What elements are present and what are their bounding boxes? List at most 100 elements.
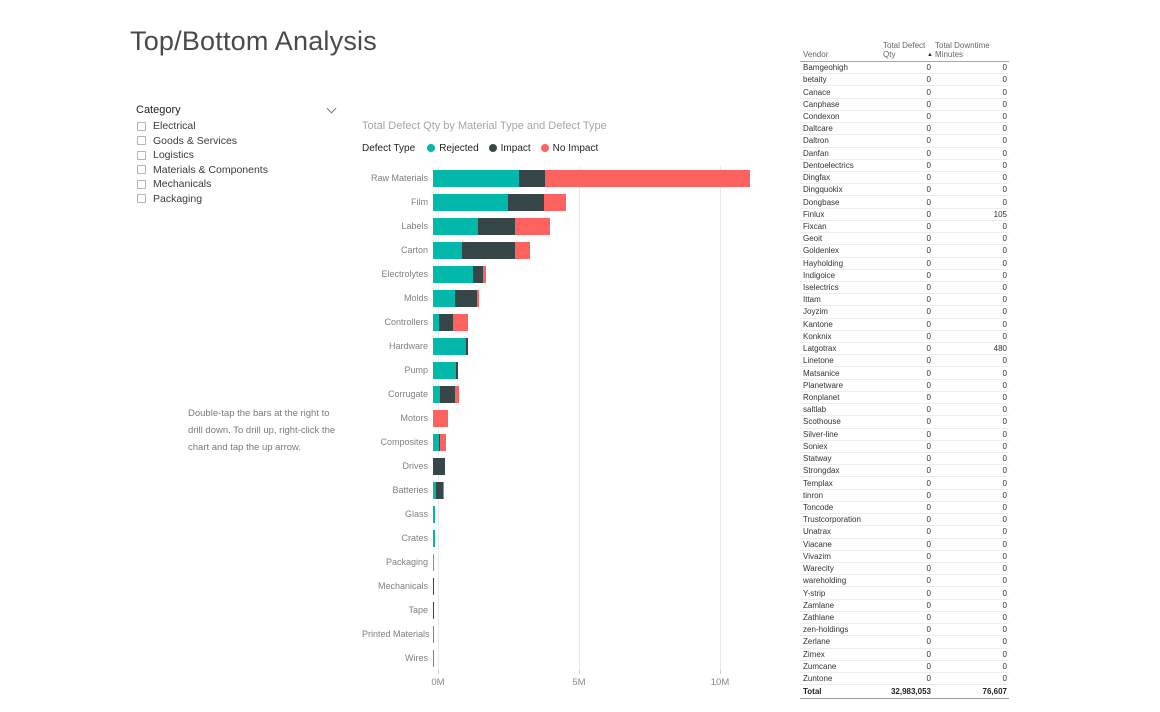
table-row[interactable]: saltlab 0 0: [800, 404, 1009, 417]
table-row[interactable]: Trustcorporation 0 0: [800, 514, 1009, 527]
bar-segment-no-impact[interactable]: [514, 217, 550, 235]
table-row[interactable]: Zamlane 0 0: [800, 600, 1009, 612]
table-row[interactable]: Soniex 0 0: [800, 441, 1009, 453]
table-row[interactable]: Canphase 0 0: [800, 99, 1009, 111]
bar-segment-no-impact[interactable]: [544, 169, 751, 187]
bar-segment-rejected[interactable]: [433, 529, 435, 547]
bar-segment-no-impact[interactable]: [482, 265, 486, 283]
column-header-total-defect-qty[interactable]: Total Defect Qty ▲: [883, 41, 933, 59]
slicer-item-packaging[interactable]: Packaging: [130, 192, 345, 207]
bar-segment-impact[interactable]: [465, 337, 468, 355]
table-row[interactable]: Iselectrics 0 0: [800, 282, 1009, 295]
table-row[interactable]: Latgotrax 0 480: [800, 343, 1009, 356]
table-row[interactable]: Daltcare 0 0: [800, 123, 1009, 136]
table-row[interactable]: Dingfax 0 0: [800, 172, 1009, 185]
table-row[interactable]: Dongbase 0 0: [800, 196, 1009, 209]
table-row[interactable]: Toncode 0 0: [800, 502, 1009, 515]
table-row[interactable]: Joyzim 0 0: [800, 306, 1009, 319]
table-row[interactable]: Zuntone 0 0: [800, 673, 1009, 686]
bar-segment-rejected[interactable]: [433, 217, 478, 235]
table-row[interactable]: Vivazim 0 0: [800, 551, 1009, 563]
bar-segment-no-impact[interactable]: [433, 409, 448, 427]
bar-segment-impact[interactable]: [472, 265, 483, 283]
table-row[interactable]: Zerlane 0 0: [800, 636, 1009, 649]
table-row[interactable]: Warecity 0 0: [800, 563, 1009, 576]
table-row[interactable]: Konknix 0 0: [800, 331, 1009, 344]
bar-segment-rejected[interactable]: [433, 481, 437, 499]
table-row[interactable]: Ronplanet 0 0: [800, 392, 1009, 405]
checkbox[interactable]: [137, 121, 146, 131]
slicer-item-goods-services[interactable]: Goods & Services: [130, 134, 345, 149]
bar-segment-no-impact[interactable]: [454, 385, 459, 403]
table-row[interactable]: betaity 0 0: [800, 74, 1009, 87]
table-row[interactable]: Finlux 0 105: [800, 209, 1009, 221]
table-row[interactable]: Bamgeohigh 0 0: [800, 62, 1009, 75]
bar-segment-rejected[interactable]: [433, 313, 439, 331]
table-row[interactable]: Hayholding 0 0: [800, 258, 1009, 270]
slicer-item-mechanicals[interactable]: Mechanicals: [130, 177, 345, 192]
bar-segment-rejected[interactable]: [433, 241, 463, 259]
bar-segment-no-impact[interactable]: [476, 289, 479, 307]
table-row[interactable]: Matsanice 0 0: [800, 367, 1009, 380]
bar-segment-rejected[interactable]: [433, 169, 519, 187]
bar-segment-impact[interactable]: [438, 433, 441, 451]
checkbox[interactable]: [137, 150, 146, 160]
table-row[interactable]: Viacane 0 0: [800, 539, 1009, 551]
legend-item-no-impact[interactable]: No Impact: [540, 143, 598, 154]
slicer-item-electrical[interactable]: Electrical: [130, 119, 345, 134]
table-row[interactable]: Indigoice 0 0: [800, 270, 1009, 282]
table-row[interactable]: Planetware 0 0: [800, 380, 1009, 392]
chevron-down-icon[interactable]: [326, 103, 337, 114]
table-row[interactable]: Canace 0 0: [800, 86, 1009, 99]
slicer-item-materials-components[interactable]: Materials & Components: [130, 163, 345, 178]
bar-segment-impact[interactable]: [519, 169, 545, 187]
bar-segment-rejected[interactable]: [433, 289, 455, 307]
table-row[interactable]: Silver-line 0 0: [800, 429, 1009, 441]
table-row[interactable]: Kantone 0 0: [800, 319, 1009, 331]
bar-segment-no-impact[interactable]: [514, 241, 530, 259]
table-row[interactable]: Dentoelectrics 0 0: [800, 160, 1009, 172]
table-row[interactable]: Condexon 0 0: [800, 111, 1009, 124]
table-row[interactable]: Daltron 0 0: [800, 135, 1009, 148]
bar-segment-impact[interactable]: [454, 289, 477, 307]
table-row[interactable]: Zumcane 0 0: [800, 661, 1009, 673]
table-row[interactable]: Ittam 0 0: [800, 294, 1009, 307]
bar-segment-impact[interactable]: [436, 481, 444, 499]
bar-segment-rejected[interactable]: [433, 337, 466, 355]
column-header-total-downtime-minutes[interactable]: Total Downtime Minutes: [935, 41, 990, 59]
table-row[interactable]: Goldenlex 0 0: [800, 245, 1009, 258]
checkbox[interactable]: [137, 194, 146, 204]
bar-segment-no-impact[interactable]: [543, 193, 567, 211]
bar-segment-rejected[interactable]: [433, 433, 439, 451]
column-header-vendor[interactable]: Vendor: [803, 50, 829, 59]
table-row[interactable]: Unatrax 0 0: [800, 526, 1009, 539]
bar-segment-rejected[interactable]: [433, 385, 441, 403]
table-row[interactable]: Templax 0 0: [800, 477, 1009, 490]
slicer-item-logistics[interactable]: Logistics: [130, 148, 345, 163]
table-row[interactable]: Zimex 0 0: [800, 649, 1009, 661]
table-row[interactable]: Dingquokix 0 0: [800, 184, 1009, 197]
table-row[interactable]: Linetone 0 0: [800, 355, 1009, 368]
bar-segment-impact[interactable]: [477, 217, 515, 235]
table-row[interactable]: Danfan 0 0: [800, 148, 1009, 160]
bar-segment-no-impact[interactable]: [433, 553, 434, 571]
bar-segment-impact[interactable]: [433, 601, 434, 619]
bar-segment-no-impact[interactable]: [452, 313, 468, 331]
bar-segment-rejected[interactable]: [433, 505, 436, 523]
table-row[interactable]: zen-holdings 0 0: [800, 624, 1009, 637]
legend-item-impact[interactable]: Impact: [488, 143, 531, 154]
table-row[interactable]: Y-strip 0 0: [800, 587, 1009, 600]
checkbox[interactable]: [137, 136, 146, 146]
table-row[interactable]: Strongdax 0 0: [800, 465, 1009, 478]
bar-segment-impact[interactable]: [433, 577, 434, 595]
bar-segment-impact[interactable]: [455, 361, 458, 379]
checkbox[interactable]: [137, 165, 146, 175]
table-row[interactable]: Scothouse 0 0: [800, 416, 1009, 429]
bar-segment-no-impact[interactable]: [443, 481, 445, 499]
bar-segment-rejected[interactable]: [433, 361, 456, 379]
bar-segment-impact[interactable]: [433, 457, 445, 475]
bar-segment-impact[interactable]: [462, 241, 515, 259]
table-row[interactable]: Fixcan 0 0: [800, 221, 1009, 234]
checkbox[interactable]: [137, 179, 146, 189]
legend-item-rejected[interactable]: Rejected: [427, 143, 479, 154]
